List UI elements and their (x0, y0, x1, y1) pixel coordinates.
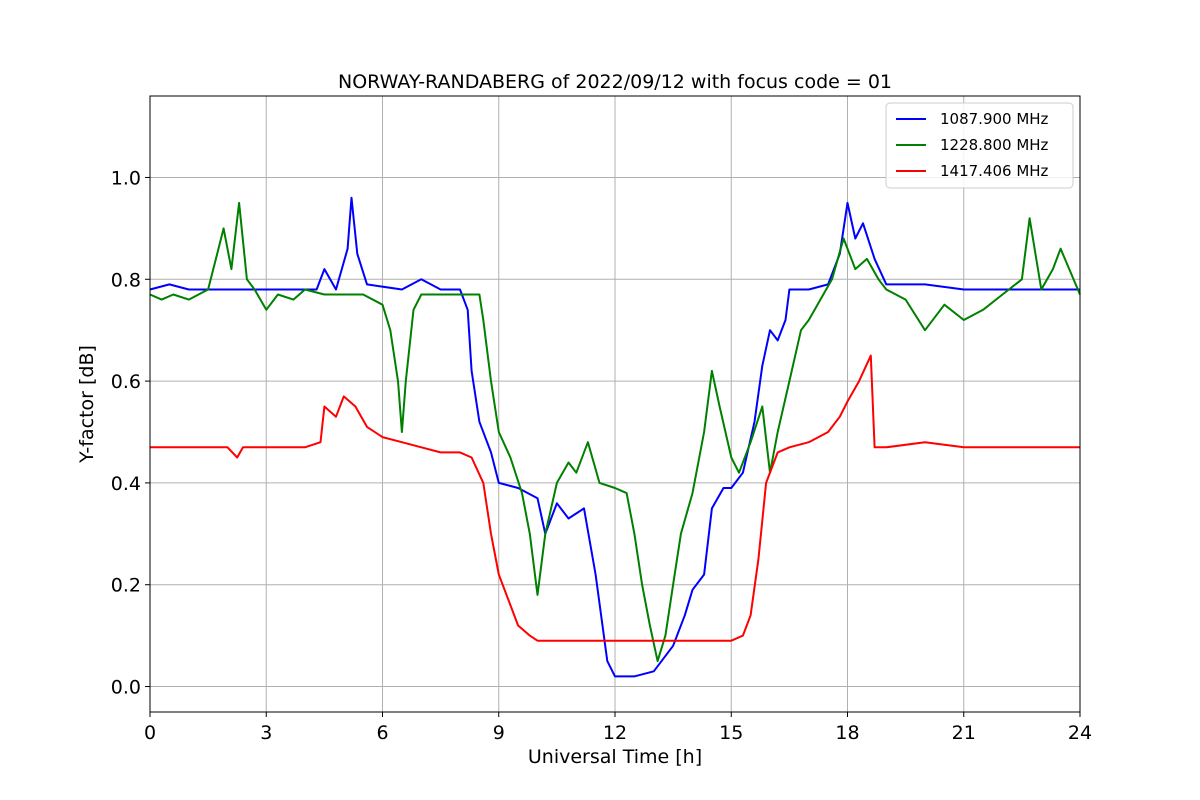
x-tick-label: 21 (952, 722, 976, 744)
legend: 1087.900 MHz 1228.800 MHz 1417.406 MHz (885, 102, 1074, 189)
x-tick-label: 12 (603, 722, 627, 744)
legend-label-1087: 1087.900 MHz (940, 110, 1049, 128)
y-tick-label: 0.8 (111, 269, 141, 291)
x-tick-label: 24 (1068, 722, 1092, 744)
y-tick-label: 1.0 (111, 167, 141, 189)
series-layer (149, 196, 1081, 678)
y-axis: 0.0 0.2 0.4 0.6 0.8 1.0 (111, 167, 150, 699)
chart-title: NORWAY-RANDABERG of 2022/09/12 with focu… (338, 71, 892, 93)
x-axis: 0 3 6 9 12 15 18 21 24 (144, 712, 1092, 744)
y-tick-label: 0.0 (111, 677, 141, 699)
x-axis-label: Universal Time [h] (528, 746, 702, 768)
legend-label-1228: 1228.800 MHz (940, 136, 1049, 154)
x-tick-label: 15 (719, 722, 743, 744)
series-line-2 (150, 354, 1080, 642)
series-line-0 (149, 196, 1080, 678)
y-tick-label: 0.2 (111, 575, 141, 597)
x-tick-label: 0 (144, 722, 156, 744)
x-tick-label: 6 (376, 722, 388, 744)
x-tick-label: 3 (260, 722, 272, 744)
legend-frame (885, 102, 1074, 189)
y-tick-label: 0.4 (111, 473, 141, 495)
legend-label-1417: 1417.406 MHz (940, 162, 1049, 180)
y-axis-label: Y-factor [dB] (76, 345, 98, 464)
series-line-1 (149, 201, 1081, 663)
x-tick-label: 18 (835, 722, 859, 744)
x-tick-label: 9 (493, 722, 505, 744)
y-tick-label: 0.6 (111, 371, 141, 393)
